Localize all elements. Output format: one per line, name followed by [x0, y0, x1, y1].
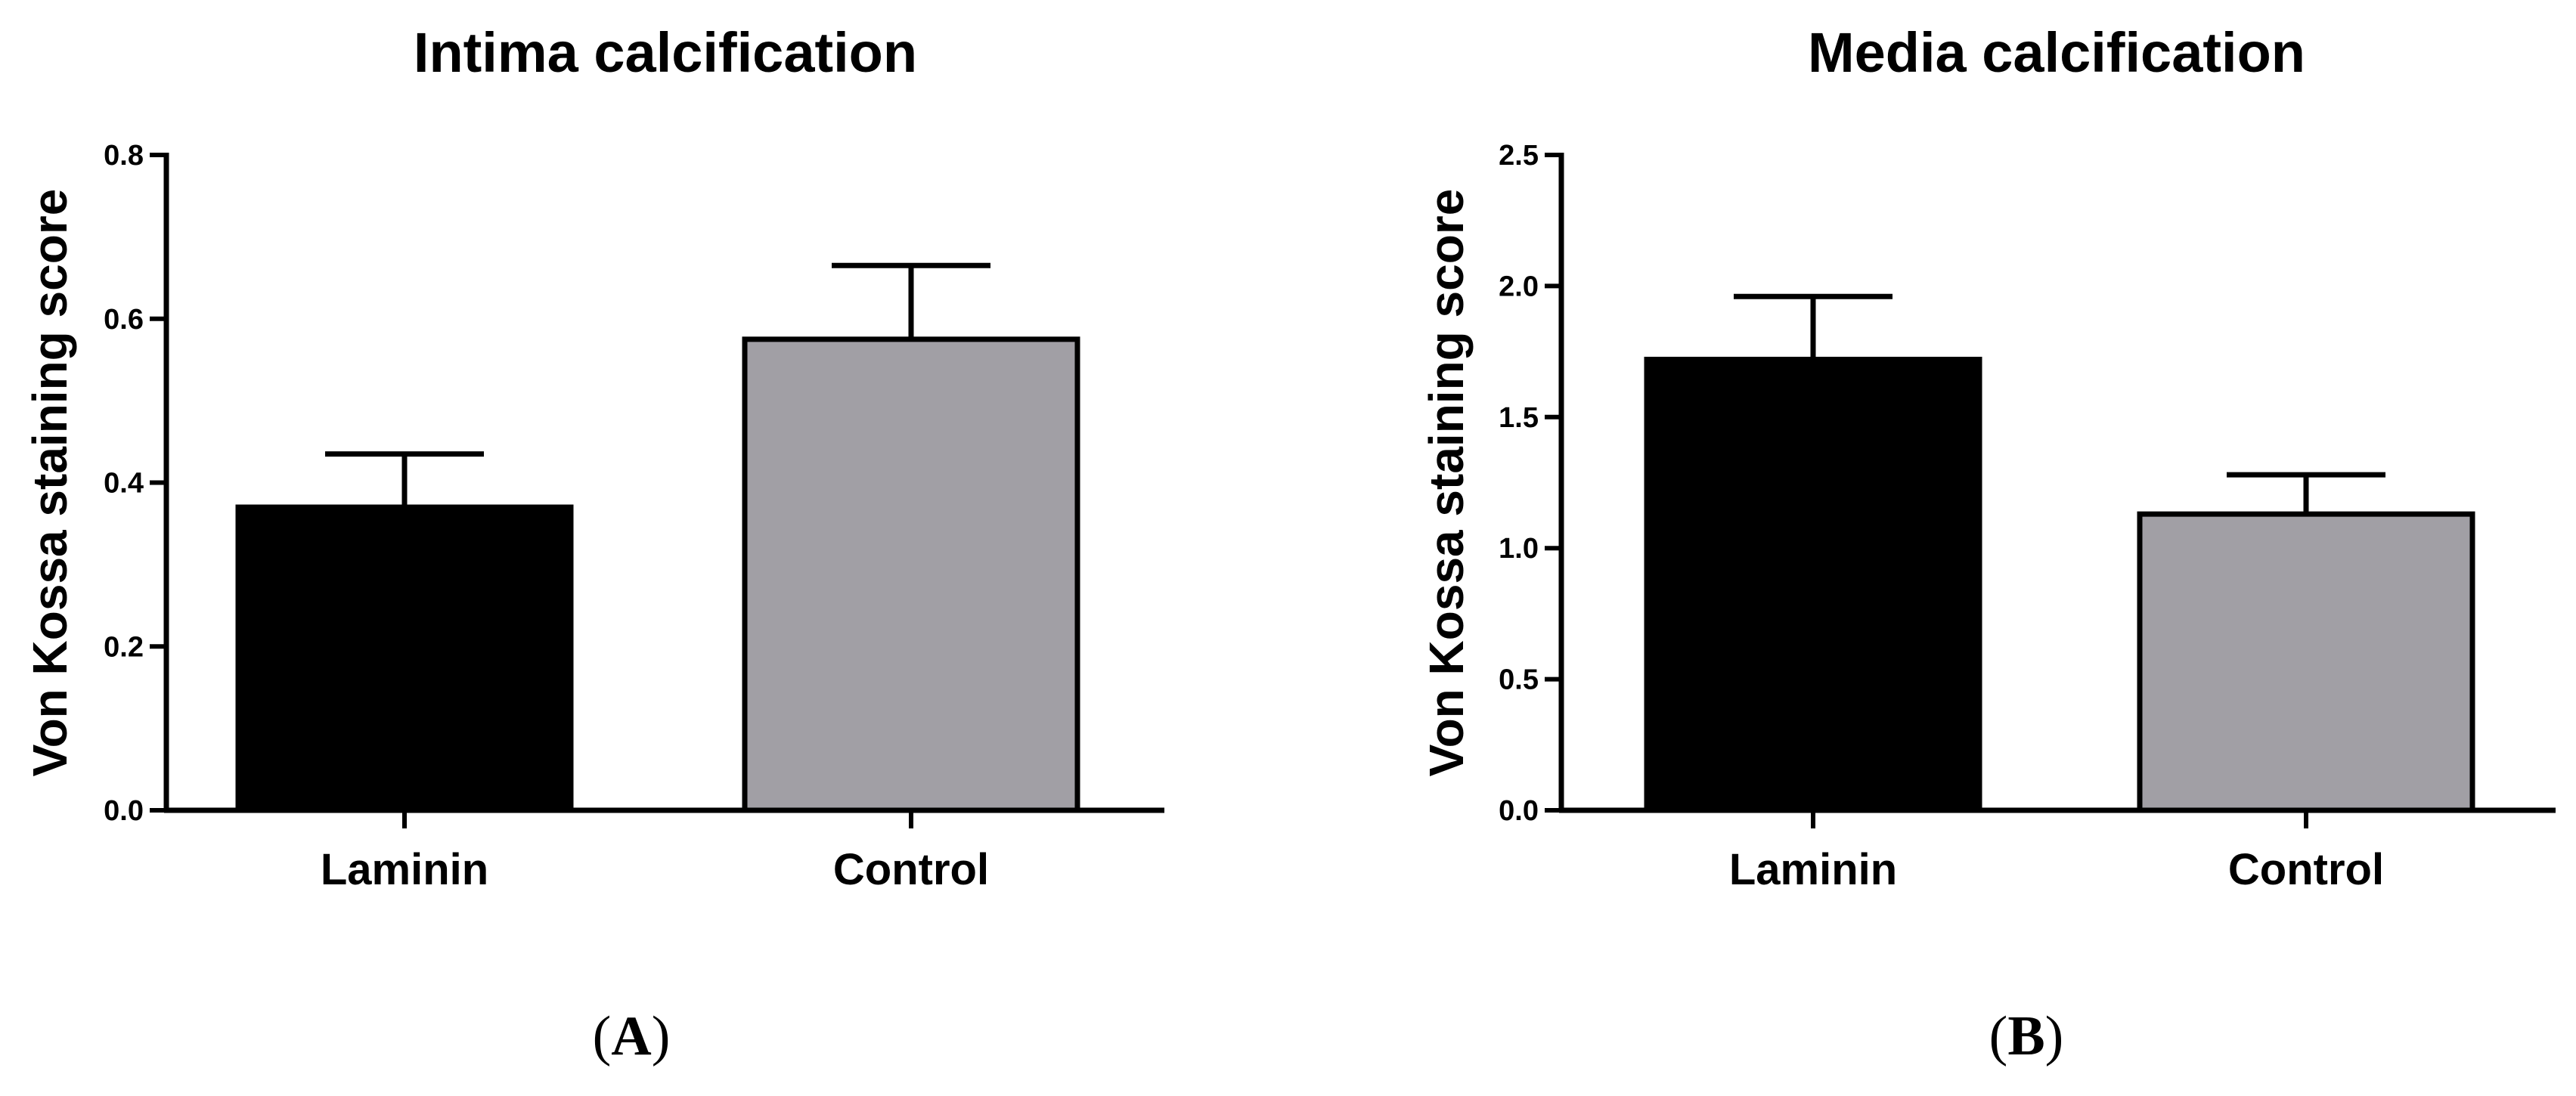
chart-a-y-tick-label: 0.2 — [104, 631, 144, 663]
chart-a-y-tick-label: 0.6 — [104, 304, 144, 336]
chart-b-error-bar-control — [2227, 472, 2385, 515]
chart-b-y-tick-label: 2.5 — [1499, 140, 1539, 172]
chart-a-bar-laminin — [235, 504, 574, 813]
chart-b-y-tick-label: 1.5 — [1499, 402, 1539, 434]
chart-b-y-tick-label: 1.0 — [1499, 533, 1539, 565]
chart-a-panel-label: (A) — [593, 1005, 671, 1067]
chart-a-bar-control — [742, 336, 1080, 813]
chart-b-y-axis-label: Von Kossa staining score — [1419, 189, 1474, 777]
chart-a-y-tick-label: 0.4 — [104, 468, 144, 500]
chart-b-category-label-laminin: Laminin — [1729, 845, 1897, 894]
chart-b-error-bar-laminin — [1734, 293, 1892, 360]
chart-b-bar-laminin — [1644, 357, 1982, 813]
chart-a-y-axis-label: Von Kossa staining score — [23, 189, 77, 777]
chart-b-y-tick-label: 0.0 — [1499, 795, 1539, 827]
chart-a-y-tick-label: 0.8 — [104, 140, 144, 172]
chart-a-title: Intima calcification — [414, 21, 917, 84]
chart-b-y-tick-label: 2.0 — [1499, 271, 1539, 302]
panel-b-media-chart: Media calcification Von Kossa staining sc… — [1419, 21, 2556, 1067]
chart-a-error-bar-laminin — [325, 451, 484, 508]
chart-a-y-tick-label: 0.0 — [104, 795, 144, 827]
chart-b-y-tick-label: 0.5 — [1499, 664, 1539, 696]
chart-a-category-label-laminin: Laminin — [321, 845, 488, 894]
chart-b-category-label-control: Control — [2228, 845, 2384, 894]
chart-b-panel-label: (B) — [1989, 1005, 2064, 1067]
panel-a-intima-chart: Intima calcification Von Kossa staining s… — [23, 21, 1164, 1067]
chart-b-title: Media calcification — [1808, 21, 2305, 84]
chart-b-bar-control — [2137, 511, 2475, 813]
chart-a-category-label-control: Control — [833, 845, 989, 894]
chart-a-error-bar-control — [832, 262, 990, 339]
